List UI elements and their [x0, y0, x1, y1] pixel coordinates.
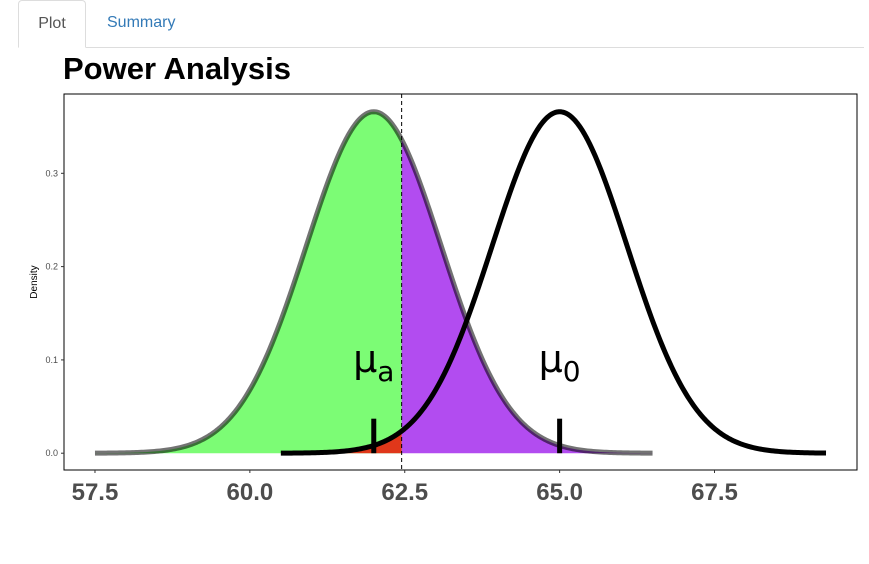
x-tick-label: 57.5: [72, 479, 119, 506]
y-tick-label: 0.0: [45, 448, 58, 458]
y-axis-title: Density: [29, 265, 40, 298]
x-tick-label: 62.5: [381, 479, 428, 506]
tab-bar: Plot Summary: [18, 0, 864, 48]
chart-title: Power Analysis: [63, 51, 292, 86]
mu-0-label: μ0: [539, 337, 581, 388]
tab-summary[interactable]: Summary: [107, 14, 176, 31]
x-tick-label: 65.0: [536, 479, 583, 506]
y-tick-label: 0.2: [45, 262, 58, 272]
tab-plot[interactable]: Plot: [18, 0, 86, 48]
plot-panel-border: [63, 93, 858, 471]
x-tick-label: 60.0: [227, 479, 274, 506]
y-tick-label: 0.3: [45, 168, 58, 178]
x-tick-label: 67.5: [691, 479, 738, 506]
y-tick-label: 0.1: [45, 355, 58, 365]
beta-region: [401, 139, 653, 454]
power-region: [94, 111, 402, 454]
